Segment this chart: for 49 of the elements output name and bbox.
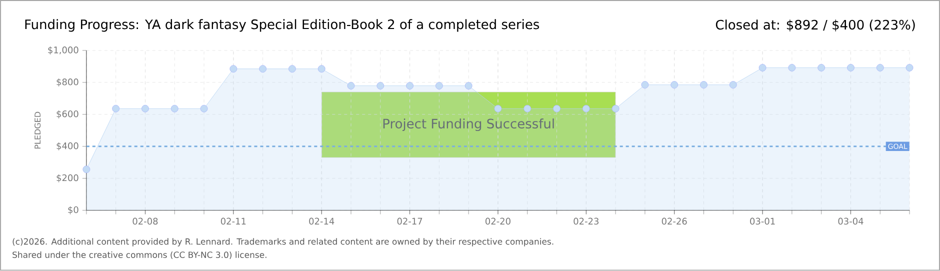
y-tick-label: $800 xyxy=(56,78,78,87)
x-tick-label: 03-04 xyxy=(838,218,864,225)
x-tick-label: 02-26 xyxy=(662,218,687,225)
point xyxy=(112,105,120,112)
point xyxy=(758,64,766,72)
point xyxy=(670,81,678,89)
point xyxy=(876,64,884,72)
x-tick-label: 02-11 xyxy=(220,218,246,225)
x-tick-label: 02-23 xyxy=(574,218,598,225)
chart-title: Funding Progress: YA dark fantasy Special Edition-Book 2 of a completed series xyxy=(25,19,540,32)
point xyxy=(641,81,649,89)
y-tick-label: $200 xyxy=(56,174,78,183)
annotation: Project Funding Successful xyxy=(383,118,554,132)
x-tick-label: 02-20 xyxy=(486,218,510,225)
point xyxy=(553,105,560,112)
x-tick-label: 02-14 xyxy=(309,218,334,225)
point xyxy=(464,82,472,90)
x-tick-label: 02-17 xyxy=(397,218,422,225)
point xyxy=(200,105,208,112)
point xyxy=(259,65,266,73)
y-tick-label: $0 xyxy=(68,206,78,214)
y-tick-label: $400 xyxy=(56,142,78,151)
text: Shared under the creative commons (CC BY-NC 3.0) license. xyxy=(12,252,266,260)
point xyxy=(524,105,532,112)
x-tick-label: 03-01 xyxy=(750,218,775,225)
point xyxy=(906,64,914,72)
point xyxy=(847,64,854,72)
point xyxy=(818,64,826,72)
point xyxy=(612,105,620,112)
point xyxy=(582,105,590,112)
x-tick-label: 02-08 xyxy=(132,218,158,225)
point xyxy=(230,65,238,73)
text: (c)2026. Additional content provided by R. Lennard. Trademarks and related content are owned by their respective companies. xyxy=(12,238,554,246)
point xyxy=(700,81,708,89)
y-tick-label: $600 xyxy=(56,110,78,119)
point xyxy=(288,65,296,73)
point xyxy=(347,82,355,90)
point xyxy=(406,82,414,90)
point xyxy=(170,105,178,112)
point xyxy=(142,105,149,112)
point xyxy=(318,65,326,73)
point xyxy=(788,64,796,72)
y-tick-label: $1,000 xyxy=(48,46,78,55)
point xyxy=(494,105,502,112)
chart-subtitle: Closed at: $892 / $400 (223%) xyxy=(716,20,915,32)
point xyxy=(82,166,90,174)
point xyxy=(729,81,737,89)
point xyxy=(435,82,443,90)
point xyxy=(376,82,384,90)
